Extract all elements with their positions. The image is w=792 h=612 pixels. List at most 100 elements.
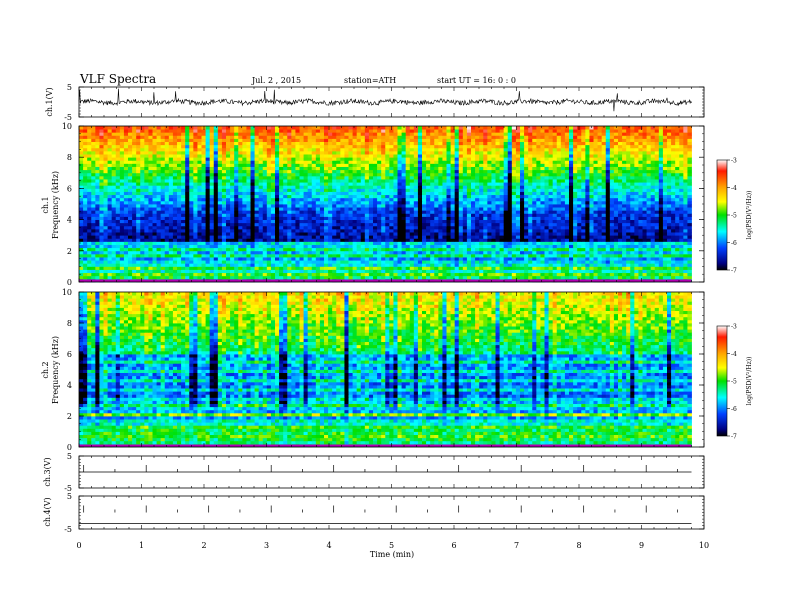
- ch1-spec-cell: [270, 191, 276, 196]
- ch1-spec-cell: [434, 194, 439, 199]
- ch1-spec-cell: [434, 228, 439, 233]
- ch1-spec-cell: [532, 244, 537, 249]
- ch1-spec-cell: [205, 275, 211, 280]
- ch1-spec-cell: [454, 257, 460, 261]
- ch1-spec-cell: [230, 191, 235, 196]
- ch1-spec-cell: [532, 228, 537, 233]
- ch1-spec-cell: [132, 241, 137, 245]
- ch1-spec-cell: [119, 269, 125, 274]
- ch1-spec-cell: [360, 204, 366, 208]
- ch1-spec-cell: [262, 228, 268, 233]
- ch1-spec-cell: [511, 185, 517, 189]
- ch1-spec-cell: [544, 250, 549, 255]
- ch1-spec-cell: [123, 197, 129, 202]
- ch1-spec-cell: [687, 210, 692, 214]
- ch1-spec-cell: [511, 247, 517, 252]
- ch1-spec-cell: [344, 232, 349, 236]
- ch1-spec-cell: [262, 219, 268, 224]
- ch1-spec-cell: [613, 266, 619, 270]
- ch1-spec-cell: [491, 216, 496, 220]
- ch1-spec-cell: [295, 194, 300, 199]
- ch1-spec-cell: [475, 263, 480, 267]
- ch1-spec-cell: [79, 266, 84, 270]
- ch1-spec-cell: [646, 244, 652, 249]
- ch1-spec-cell: [556, 204, 562, 208]
- ch1-spec-cell: [499, 225, 505, 230]
- ch1-spec-cell: [185, 238, 190, 242]
- ch1-spec-cell: [491, 247, 496, 252]
- ch1-spec-cell: [658, 182, 664, 186]
- ch1-spec-cell: [307, 191, 313, 196]
- ch1-spec-cell: [556, 200, 562, 205]
- ch1-spec-cell: [119, 222, 125, 227]
- ch1-spec-cell: [332, 275, 337, 280]
- ch1-spec-cell: [454, 191, 460, 196]
- ch1-spec-cell: [462, 250, 468, 255]
- ch1-spec-cell: [209, 266, 215, 270]
- ch1-spec-cell: [683, 266, 688, 270]
- ch1-spec-cell: [360, 194, 366, 199]
- ch1-spec-cell: [458, 257, 464, 261]
- ch1-spec-cell: [667, 235, 672, 239]
- ch1-spec-cell: [279, 238, 284, 242]
- ch1-spec-cell: [560, 194, 566, 199]
- ch1-spec-cell: [609, 216, 615, 220]
- ch1-spec-cell: [364, 225, 370, 230]
- ch1-spec-cell: [140, 216, 145, 220]
- ch1-spec-cell: [589, 210, 594, 214]
- ch1-spec-cell: [189, 244, 194, 249]
- ch1-spec-cell: [148, 225, 153, 230]
- ch1-spec-cell: [511, 238, 517, 242]
- ch1-spec-cell: [262, 272, 268, 277]
- ch1-spec-cell: [95, 244, 100, 249]
- ch1-spec-cell: [373, 191, 378, 196]
- ch1-spec-cell: [152, 260, 157, 264]
- ch1-spec-cell: [324, 188, 329, 192]
- ch1-spec-cell: [373, 228, 378, 233]
- ch1-spec-cell: [181, 216, 186, 220]
- ch1-spec-cell: [597, 266, 603, 270]
- ch1-spec-cell: [458, 247, 464, 252]
- ch1-spec-cell: [511, 250, 517, 255]
- ch1-spec-cell: [364, 257, 370, 261]
- ch1-spec-cell: [479, 200, 484, 205]
- ch1-spec-cell: [630, 222, 635, 227]
- ch1-spec-cell: [609, 272, 615, 277]
- ch1-spec-cell: [552, 228, 558, 233]
- ch1-spec-cell: [344, 260, 349, 264]
- ch1-spec-cell: [646, 194, 652, 199]
- ch1-spec-cell: [230, 241, 235, 245]
- ch1-spec-cell: [364, 194, 370, 199]
- ch1-spec-cell: [385, 216, 390, 220]
- ch1-spec-cell: [266, 257, 272, 261]
- ch1-spec-cell: [593, 204, 598, 208]
- ch1-spec-cell: [434, 232, 439, 236]
- ch1-spec-cell: [401, 188, 407, 192]
- ch1-spec-cell: [258, 182, 264, 186]
- ch1-spec-cell: [283, 185, 288, 189]
- ch1-spec-cell: [258, 228, 264, 233]
- ch1-spec-cell: [209, 238, 215, 242]
- ch1-spec-cell: [434, 200, 439, 205]
- ch1-spec-cell: [667, 253, 672, 258]
- ch1-spec-cell: [454, 260, 460, 264]
- ch1-spec-cell: [422, 250, 427, 255]
- ch1-spec-cell: [283, 197, 288, 202]
- ch1-spec-cell: [111, 179, 117, 183]
- ch1-spec-cell: [156, 244, 162, 249]
- ch1-spec-cell: [132, 194, 137, 199]
- ch1-spec-cell: [377, 269, 382, 274]
- ch1-spec-cell: [540, 182, 545, 186]
- ch1-spec-cell: [466, 182, 472, 186]
- ch1-spec-cell: [446, 219, 451, 224]
- ch1-spec-cell: [205, 269, 211, 274]
- ch1-spec-cell: [381, 244, 386, 249]
- ch1-spec-cell: [373, 204, 378, 208]
- ch1-spec-cell: [618, 228, 623, 233]
- ch1-spec-cell: [540, 257, 545, 261]
- ch1-spec-cell: [226, 179, 231, 183]
- ch1-spec-cell: [593, 244, 598, 249]
- ch1-spec-cell: [254, 260, 260, 264]
- ch1-spec-cell: [270, 238, 276, 242]
- ch1-spec-cell: [577, 213, 582, 217]
